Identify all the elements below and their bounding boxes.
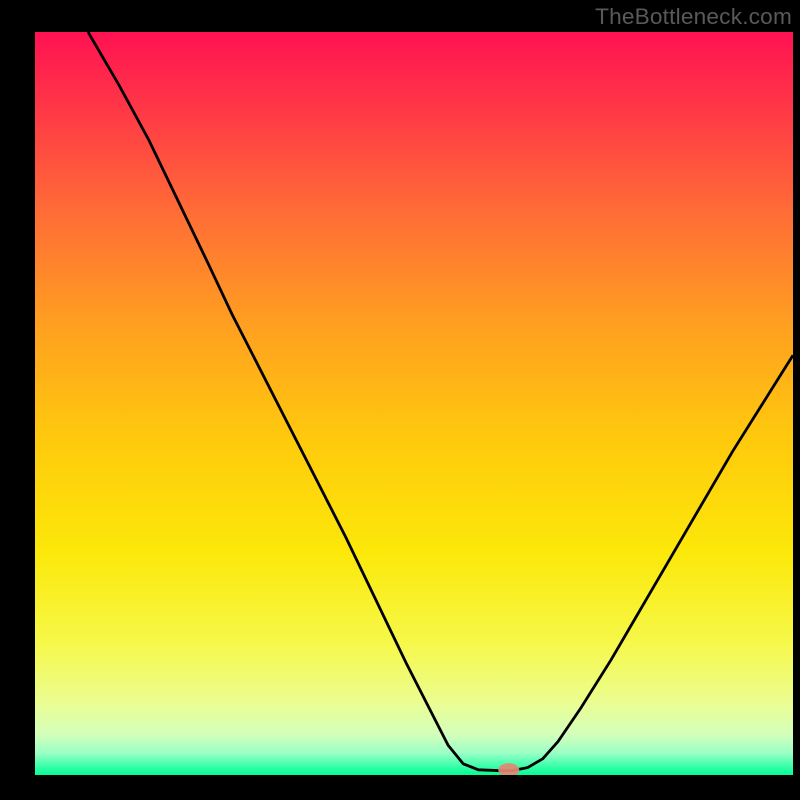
gradient-background — [35, 32, 793, 775]
chart-container: TheBottleneck.com — [0, 0, 800, 800]
watermark-text: TheBottleneck.com — [595, 4, 792, 30]
plot-frame — [35, 32, 793, 775]
plot-area — [35, 32, 793, 775]
chart-svg — [35, 32, 793, 775]
